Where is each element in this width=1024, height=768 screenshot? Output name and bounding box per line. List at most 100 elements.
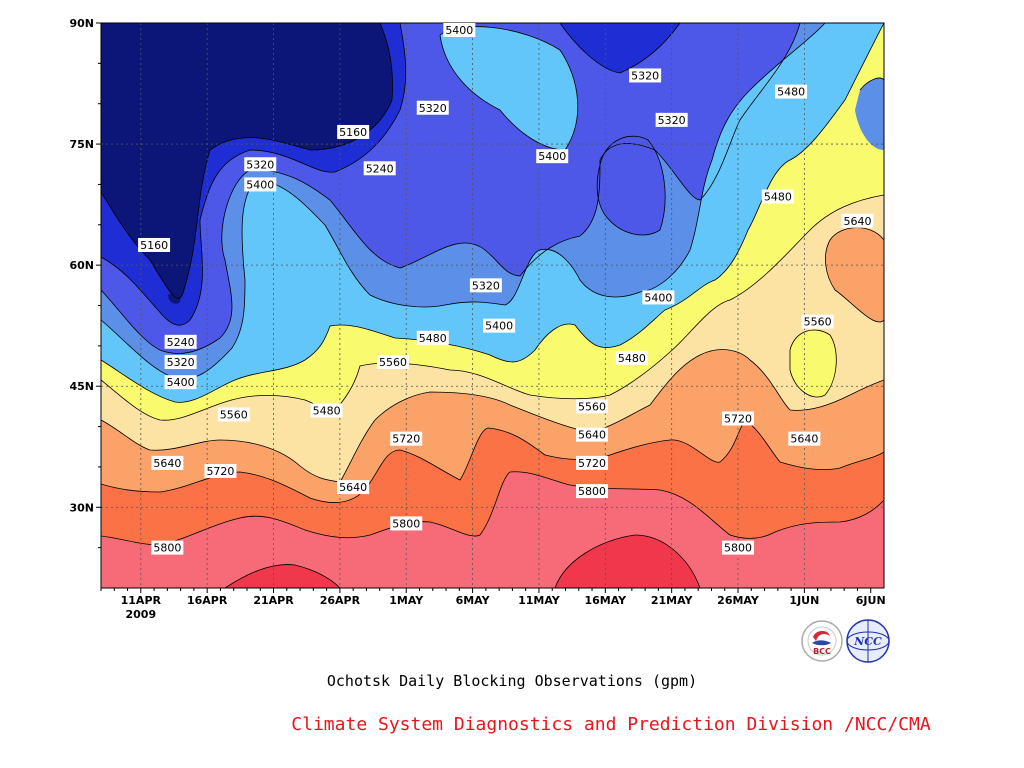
contour-label-text: 5720	[578, 457, 606, 470]
contour-label: 5640	[841, 213, 874, 228]
contour-label-text: 5480	[313, 404, 341, 417]
contour-label: 5240	[363, 161, 396, 176]
contour-label-bg	[443, 23, 476, 37]
contour-label: 5720	[204, 463, 237, 478]
contour-label-bg	[151, 540, 184, 555]
contour-label: 5400	[642, 290, 675, 305]
y-tick-label: 90N	[69, 17, 94, 30]
y-tick-label: 60N	[69, 259, 94, 272]
contour-label-text: 5640	[339, 481, 367, 494]
contour-label-text: 5240	[167, 336, 195, 349]
contour-label-bg	[469, 278, 502, 293]
contour-fills	[101, 23, 884, 588]
contour-label: 5800	[722, 540, 755, 555]
contour-label-text: 5800	[153, 542, 181, 555]
contour-line-5640	[101, 227, 884, 483]
contour-label-bg	[151, 455, 184, 470]
x-tick-label: 6JUN	[856, 594, 886, 607]
contour-label-bg	[204, 463, 237, 478]
x-tick-label: 11APR	[121, 594, 162, 607]
contour-label-bg	[576, 455, 609, 470]
contour-label-text: 5320	[658, 114, 686, 127]
bcc-logo-swirl	[813, 630, 830, 641]
contour-label-bg	[483, 318, 516, 333]
bcc-logo-text: BCC	[813, 647, 831, 656]
contour-label-bg	[376, 355, 409, 369]
y-tick-label: 30N	[69, 501, 94, 514]
ncc-logo: NCC	[846, 619, 890, 663]
contour-label-text: 5720	[206, 465, 234, 478]
bcc-logo-wave	[812, 640, 831, 646]
x-tick-label: 26APR	[320, 594, 361, 607]
contour-label-bg	[363, 161, 396, 176]
contour-label-text: 5400	[167, 376, 195, 389]
contour-label-text: 5160	[339, 126, 367, 139]
contour-label-bg	[416, 330, 449, 345]
contour-label-bg	[310, 403, 343, 418]
contour-label-bg	[576, 427, 609, 442]
contour-line-5560	[101, 194, 884, 421]
contour-label-text: 5320	[631, 69, 659, 82]
contour-label-text: 5240	[366, 162, 394, 175]
contour-label-text: 5480	[777, 86, 805, 99]
contour-label-text: 5720	[724, 413, 752, 426]
contour-label-text: 5400	[644, 291, 672, 304]
contour-label-text: 5640	[843, 215, 871, 228]
island-5560-low	[790, 330, 837, 398]
contour-label-bg	[217, 407, 250, 422]
contour-label-bg	[788, 431, 821, 446]
contour-label-bg	[390, 516, 423, 531]
x-tick-label: 16MAY	[584, 594, 627, 607]
contour-label: 5640	[576, 427, 609, 442]
contour-label: 5480	[310, 403, 343, 418]
contour-label: 5720	[722, 411, 755, 426]
contour-label: 5640	[788, 431, 821, 446]
contour-label-text: 5480	[419, 332, 447, 345]
y-tick-label: 75N	[69, 138, 94, 151]
contour-label-text: 5320	[167, 356, 195, 369]
contour-label: 5560	[801, 314, 834, 329]
contour-label-bg	[164, 334, 197, 349]
contour-line-5880	[224, 534, 701, 588]
y-axis: 30N 45N 60N 75N 90N	[69, 17, 101, 549]
contour-label-bg	[164, 355, 197, 369]
contour-label-text: 5560	[379, 356, 407, 369]
contour-label: 5800	[151, 540, 184, 555]
contour-label-text: 5640	[578, 429, 606, 442]
contour-label-bg	[722, 411, 755, 426]
contour-label: 5160	[138, 237, 171, 252]
contour-label: 5320	[244, 157, 277, 172]
contour-label: 5400	[443, 23, 476, 37]
island-5400-right	[855, 78, 884, 150]
island-5400-low	[440, 26, 578, 150]
contour-label-bg	[138, 237, 171, 252]
contour-label: 5240	[164, 334, 197, 349]
contour-label-text: 5560	[804, 316, 832, 329]
contour-label: 5720	[390, 431, 423, 446]
contour-label: 5640	[337, 480, 370, 495]
contour-label: 5480	[615, 350, 648, 365]
contour-label: 5320	[655, 112, 688, 127]
contour-label-bg	[244, 177, 277, 192]
contour-label-bg	[841, 213, 874, 228]
contour-label-text: 5560	[220, 408, 248, 421]
contour-line-5720	[101, 419, 884, 503]
contour-lines	[101, 23, 884, 588]
contour-label-bg	[536, 149, 569, 164]
x-axis: 11APR 16APR 21APR 26APR 1MAY 6MAY 11MAY 16MAY 21…	[100, 588, 886, 607]
contour-line-5240	[101, 23, 681, 326]
x-tick-label: 26MAY	[717, 594, 760, 607]
contour-label: 5320	[164, 355, 197, 369]
contour-label: 5560	[576, 399, 609, 414]
contour-line-5480	[101, 23, 884, 403]
contour-label-bg	[244, 157, 277, 172]
contour-label: 5720	[576, 455, 609, 470]
contour-line-5160	[101, 23, 393, 299]
contour-label: 5160	[337, 124, 370, 139]
x-tick-label: 11MAY	[518, 594, 561, 607]
contour-label: 5800	[390, 516, 423, 531]
contour-label-text: 5400	[246, 178, 274, 191]
contour-label: 5640	[151, 455, 184, 470]
x-tick-label: 16APR	[187, 594, 228, 607]
